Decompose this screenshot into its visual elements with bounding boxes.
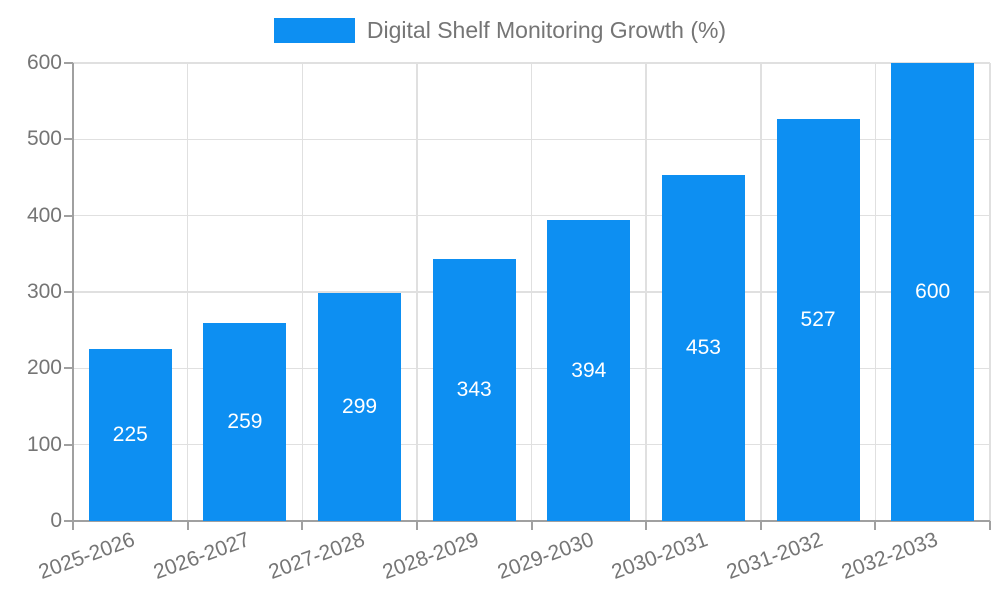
y-tick-label: 300 [26,280,62,303]
x-gridline [645,63,647,521]
bar[interactable] [88,349,172,521]
y-tick-label: 400 [26,203,62,227]
x-gridline [416,63,418,521]
legend-item[interactable]: Digital Shelf Monitoring Growth (%) [273,17,727,44]
y-tick-label: 100 [26,432,62,456]
x-axis-tick [759,521,762,530]
x-axis-tick [530,521,533,530]
y-axis-tick [64,520,73,522]
y-axis-tick [64,138,73,141]
x-gridline [989,63,991,521]
bar[interactable] [891,63,975,521]
x-axis-tick [989,521,991,530]
x-axis-tick [874,521,877,530]
y-axis-line [72,63,74,529]
legend-label: Digital Shelf Monitoring Growth (%) [366,17,727,43]
x-axis-tick [186,521,189,530]
bar[interactable] [661,175,745,521]
bar[interactable] [776,118,860,521]
x-gridline [301,63,303,521]
x-gridline [760,63,762,521]
y-axis-tick [64,443,73,446]
bar[interactable] [318,292,402,521]
x-gridline [874,63,877,521]
x-axis-line [73,520,990,522]
y-axis-tick [64,62,73,64]
bar[interactable] [432,259,516,521]
y-axis-tick [64,214,73,217]
plot-area: 0 100 200 300 400 500 600 225 259 299 343 394 453 527… [27,51,991,584]
x-gridline [530,63,533,521]
y-tick-label: 500 [26,127,62,151]
y-tick-label: 600 [26,51,62,74]
x-axis-tick [415,521,418,530]
legend: Digital Shelf Monitoring Growth (%) [0,17,1000,44]
y-tick-label: 200 [26,356,62,380]
legend-swatch [273,18,355,43]
y-tick-label: 0 [50,509,62,532]
bar[interactable] [203,323,287,521]
y-axis-tick [64,291,73,293]
bar[interactable] [547,220,631,521]
x-gridline [186,63,189,521]
x-axis-tick [645,521,648,530]
x-axis-tick [301,521,304,530]
y-axis-tick [64,367,73,370]
